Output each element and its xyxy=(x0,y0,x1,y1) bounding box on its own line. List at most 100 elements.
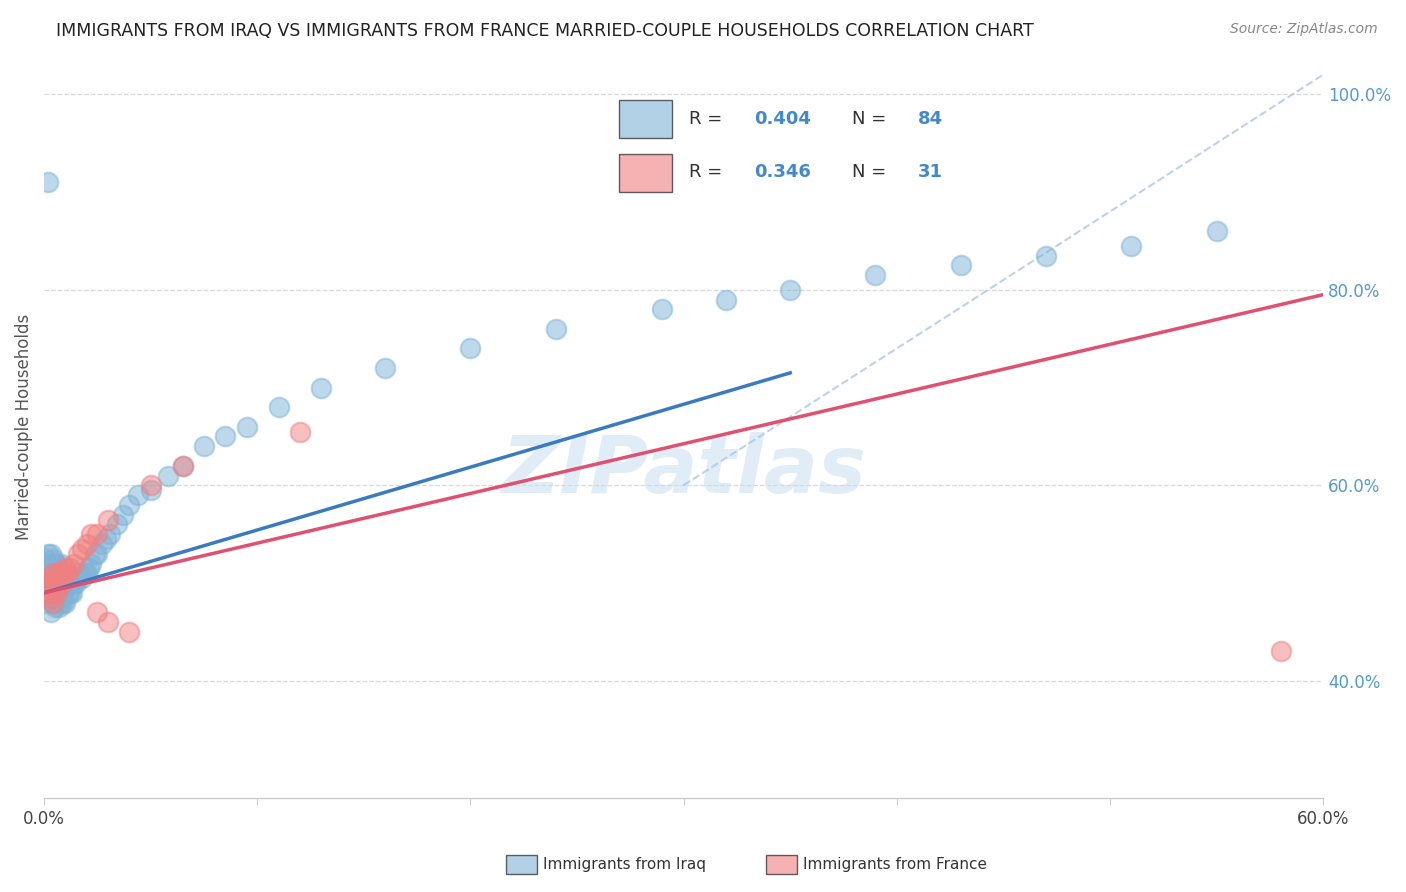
Point xyxy=(172,458,194,473)
Point xyxy=(52,576,75,591)
Point xyxy=(39,576,62,591)
Point xyxy=(45,581,67,595)
Point xyxy=(39,606,62,620)
Point xyxy=(67,571,90,585)
Point xyxy=(41,566,63,581)
Point xyxy=(37,576,59,591)
Point xyxy=(45,586,67,600)
Point xyxy=(39,561,62,575)
Point xyxy=(51,566,73,581)
Point xyxy=(779,283,801,297)
Point xyxy=(45,566,67,581)
Point xyxy=(59,586,82,600)
Point xyxy=(1205,224,1227,238)
Point xyxy=(76,537,98,551)
Point xyxy=(86,606,108,620)
Point xyxy=(39,571,62,585)
Point xyxy=(35,566,58,581)
Point xyxy=(80,527,103,541)
Point xyxy=(41,596,63,610)
Point xyxy=(52,571,75,585)
Point xyxy=(94,532,117,546)
Point xyxy=(139,478,162,492)
Text: IMMIGRANTS FROM IRAQ VS IMMIGRANTS FROM FRANCE MARRIED-COUPLE HOUSEHOLDS CORRELA: IMMIGRANTS FROM IRAQ VS IMMIGRANTS FROM … xyxy=(56,22,1033,40)
Point xyxy=(37,175,59,189)
Point xyxy=(44,566,66,581)
Point xyxy=(45,566,67,581)
Point xyxy=(44,586,66,600)
Point xyxy=(55,561,77,575)
Point xyxy=(52,596,75,610)
Point xyxy=(235,419,257,434)
Point xyxy=(105,517,128,532)
Point xyxy=(69,566,91,581)
Point xyxy=(949,258,972,272)
Point xyxy=(118,624,141,639)
Point xyxy=(55,581,77,595)
Point xyxy=(41,596,63,610)
Point xyxy=(44,557,66,571)
Text: Immigrants from France: Immigrants from France xyxy=(803,857,987,872)
Point xyxy=(37,571,59,585)
Point xyxy=(55,596,77,610)
Point xyxy=(1121,239,1143,253)
Point xyxy=(86,547,108,561)
Point xyxy=(45,557,67,571)
Point xyxy=(63,576,86,591)
Point xyxy=(55,566,77,581)
Point xyxy=(35,581,58,595)
Point xyxy=(35,576,58,591)
Y-axis label: Married-couple Households: Married-couple Households xyxy=(15,313,32,540)
Point xyxy=(52,586,75,600)
Point xyxy=(84,547,107,561)
Point xyxy=(214,429,236,443)
Point xyxy=(80,557,103,571)
Point xyxy=(267,400,290,414)
Point xyxy=(127,488,149,502)
Point xyxy=(51,596,73,610)
Point xyxy=(651,302,673,317)
Point xyxy=(51,581,73,595)
Point xyxy=(44,600,66,615)
Point xyxy=(90,537,112,551)
Point xyxy=(716,293,738,307)
Point xyxy=(37,547,59,561)
Point xyxy=(59,571,82,585)
Point xyxy=(41,581,63,595)
Point xyxy=(44,571,66,585)
Point xyxy=(37,557,59,571)
Point xyxy=(72,571,94,585)
Point xyxy=(56,571,79,585)
Point xyxy=(118,498,141,512)
Point xyxy=(44,576,66,591)
Point xyxy=(60,586,83,600)
Point xyxy=(1270,644,1292,658)
Point xyxy=(51,557,73,571)
Point xyxy=(544,322,567,336)
Point xyxy=(86,527,108,541)
Point xyxy=(865,268,887,282)
Point xyxy=(288,425,311,439)
Point xyxy=(374,361,396,376)
Point xyxy=(172,458,194,473)
Point xyxy=(51,571,73,585)
Point xyxy=(41,566,63,581)
Point xyxy=(48,571,70,585)
Point xyxy=(48,571,70,585)
Point xyxy=(67,547,90,561)
Point xyxy=(39,586,62,600)
Point xyxy=(48,600,70,615)
Point xyxy=(193,439,215,453)
Point xyxy=(56,566,79,581)
Point xyxy=(44,586,66,600)
Point xyxy=(139,483,162,498)
Point xyxy=(45,596,67,610)
Point xyxy=(460,342,482,356)
Point xyxy=(37,586,59,600)
Point xyxy=(76,566,98,581)
Point xyxy=(59,561,82,575)
Point xyxy=(39,547,62,561)
Point xyxy=(97,615,120,629)
Point xyxy=(73,566,96,581)
Point xyxy=(72,541,94,556)
